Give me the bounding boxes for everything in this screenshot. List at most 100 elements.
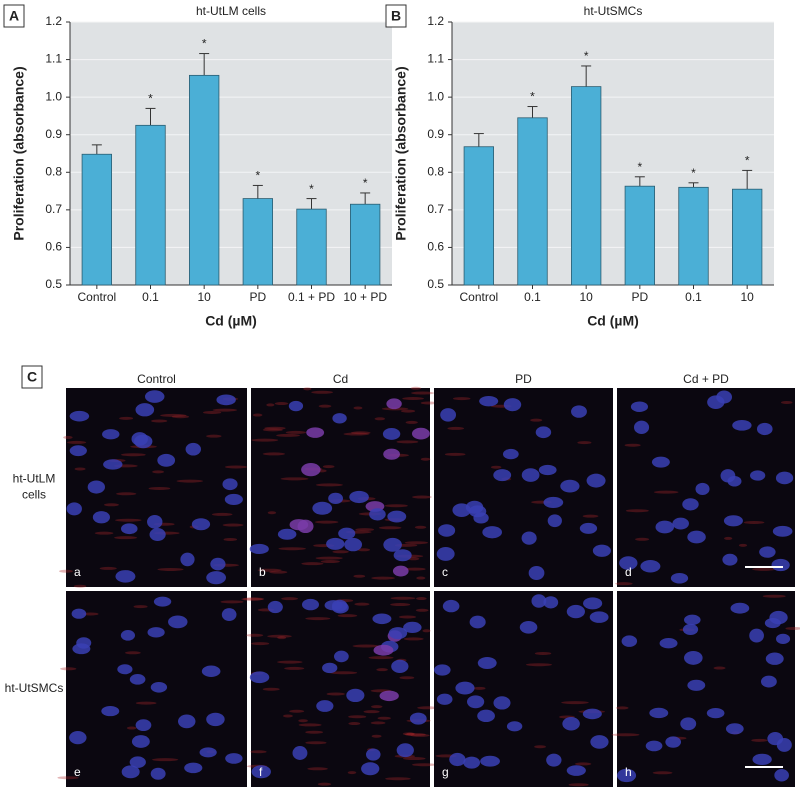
y-axis-label: Proliferation (absorbance) (393, 66, 409, 240)
y-tick-label: 0.5 (45, 277, 62, 291)
nucleus (672, 517, 689, 530)
plot-background (70, 22, 392, 285)
y-tick-label: 1.0 (427, 89, 444, 103)
nucleus (129, 756, 146, 768)
micrograph: a (59, 388, 248, 588)
significance-marker: * (637, 160, 642, 174)
nucleus (326, 537, 345, 550)
nucleus (383, 537, 402, 552)
stain (355, 528, 375, 532)
stain (242, 597, 265, 601)
nucleus (477, 709, 495, 723)
stain (406, 732, 415, 736)
nucleus (178, 714, 196, 729)
nucleus (684, 651, 703, 665)
bar (242, 198, 273, 286)
nucleus (369, 508, 386, 521)
nucleus (92, 511, 110, 524)
nucleus (201, 665, 221, 677)
nucleus (695, 482, 710, 496)
nucleus (449, 752, 466, 767)
panel-label: A (9, 8, 19, 24)
stain (119, 416, 134, 420)
x-axis-label: Cd (µM) (587, 313, 639, 329)
bar (463, 146, 494, 286)
nucleus (396, 743, 414, 758)
nucleus (180, 552, 195, 567)
nucleus (452, 503, 471, 517)
significance-marker: * (363, 176, 368, 190)
nucleus (206, 571, 226, 585)
stain (262, 452, 286, 456)
bar (135, 124, 166, 286)
stain (224, 465, 248, 469)
nucleus (502, 448, 519, 460)
stain (577, 441, 592, 445)
stain (303, 387, 312, 391)
nucleus (759, 546, 776, 558)
nucleus (267, 600, 283, 614)
stain (384, 504, 408, 508)
stain (724, 536, 733, 540)
y-tick-label: 0.5 (427, 277, 444, 291)
stain (277, 636, 287, 640)
nucleus (466, 695, 485, 709)
stain (653, 490, 679, 494)
nucleus (206, 712, 225, 727)
nucleus (216, 394, 236, 406)
x-axis-label: Cd (µM) (205, 313, 257, 329)
x-tick-label: 0.1 + PD (288, 290, 335, 304)
x-tick-label: 0.1 (524, 290, 541, 304)
nucleus (150, 767, 166, 780)
stain (422, 629, 431, 633)
stain (611, 733, 640, 737)
stain (785, 626, 800, 630)
nucleus (477, 656, 497, 670)
nucleus (149, 528, 166, 542)
bar (81, 153, 112, 286)
stain (211, 512, 233, 516)
nucleus (473, 512, 489, 524)
stain (99, 566, 117, 570)
nucleus (103, 459, 123, 470)
stain (151, 758, 179, 762)
micrograph: b (249, 386, 438, 587)
nucleus (386, 398, 402, 410)
row-label: cells (22, 488, 46, 502)
nucleus (131, 735, 150, 748)
stain (223, 537, 238, 541)
nucleus (560, 479, 580, 493)
stain (241, 597, 264, 601)
nucleus (750, 470, 766, 481)
panel-label-box (3, 4, 25, 28)
stain (274, 402, 289, 406)
nucleus (684, 614, 701, 625)
x-tick-label: 10 + PD (343, 290, 387, 304)
stain (124, 651, 141, 655)
image-letter: c (442, 565, 448, 579)
stain (534, 651, 552, 655)
nucleus (382, 428, 401, 440)
stain (615, 582, 633, 586)
column-header: Cd (333, 372, 348, 386)
micrograph: g (434, 591, 613, 787)
nucleus (361, 762, 380, 776)
stain (148, 486, 171, 490)
chart-title: ht-UtSMCs (584, 4, 643, 18)
stain (377, 716, 391, 720)
stain (116, 492, 137, 496)
stain (354, 602, 370, 606)
stain (285, 430, 307, 434)
nucleus (388, 627, 408, 640)
stain (452, 397, 471, 401)
stain (410, 386, 422, 390)
nucleus (670, 572, 689, 584)
significance-marker: * (309, 182, 314, 196)
stain (305, 617, 331, 621)
stain (411, 391, 435, 395)
stain (176, 479, 204, 483)
panel-label-box (21, 365, 43, 389)
nucleus (365, 748, 381, 761)
stain (329, 671, 358, 675)
stain (402, 396, 424, 400)
